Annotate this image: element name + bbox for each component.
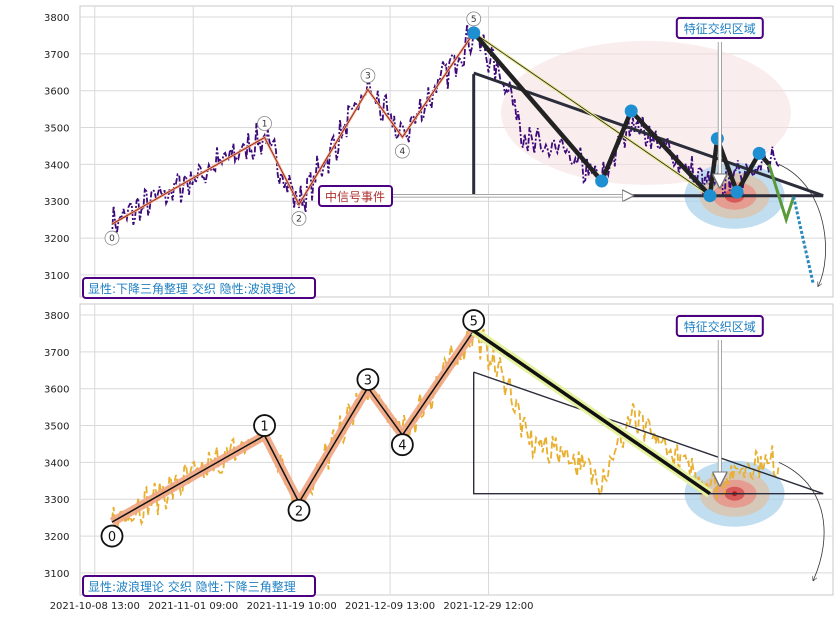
feature-label: 特征交织区域	[684, 319, 756, 334]
y-tick-label: 3500	[44, 124, 69, 135]
forecast-line	[767, 163, 796, 225]
pivot-marker	[753, 147, 766, 160]
wave-point-circle	[257, 116, 272, 131]
wave-point-circle	[394, 143, 410, 159]
wave-point-circle	[390, 433, 414, 457]
wave-point-label: 3	[364, 374, 372, 389]
diagonal-line	[473, 32, 711, 197]
y-tick-label: 3200	[44, 532, 69, 543]
x-tick-label: 2021-10-08 13:00	[50, 601, 140, 612]
x-tick-label: 2021-12-09 13:00	[345, 601, 435, 612]
wave-point-label: 3	[365, 72, 371, 82]
y-tick-label: 3600	[44, 87, 69, 98]
triangle-upper-line	[473, 71, 824, 198]
wave-point-label: 4	[398, 439, 406, 454]
wave-point-circle	[356, 368, 380, 391]
wave-point-label: 4	[399, 147, 405, 157]
zigzag-line	[471, 31, 771, 201]
y-tick-label: 3700	[44, 50, 69, 61]
wave-point-label: 5	[470, 315, 478, 330]
wave-point-label: 0	[108, 530, 116, 545]
wave-point-circle	[466, 11, 482, 27]
wave-point-label: 0	[109, 234, 115, 244]
wave-point-label: 5	[471, 15, 477, 25]
projection-arrow	[778, 462, 825, 580]
y-tick-label: 3300	[44, 495, 69, 506]
price-series-line	[111, 24, 780, 238]
feature-label-box	[675, 17, 764, 39]
wave-point-circle	[104, 230, 120, 246]
panel-1: 3100 3200 3300 3400 3500 3600 3700 3800 0 1 2 3 4 5 特征…	[44, 5, 834, 299]
pivot-marker	[467, 26, 481, 40]
y-tick-label: 3800	[44, 311, 69, 322]
y-tick-label: 3500	[44, 422, 69, 433]
diagonal-line	[472, 329, 711, 496]
wave-line	[111, 330, 475, 523]
pivot-marker	[703, 189, 717, 203]
wave-point-label: 1	[262, 120, 268, 130]
legend-text: 显性:下降三角整理 交织 隐性:波浪理论	[88, 281, 296, 296]
legend-text: 显性:波浪理论 交织 隐性:下降三角整理	[88, 579, 296, 594]
wave-point-circle	[291, 211, 307, 226]
panel-2: 3100 3200 3300 3400 3500 3600 3700 3800 0 1 2 3 4 5 特征…	[44, 303, 834, 597]
projection-arrow	[778, 164, 826, 286]
y-tick-label: 3200	[44, 234, 69, 245]
y-tick-label: 3100	[44, 271, 69, 282]
signal-label-box	[318, 185, 393, 207]
y-tick-label: 3700	[44, 348, 69, 359]
signal-label: 中信号事件	[325, 189, 385, 204]
pivot-marker	[710, 132, 724, 146]
pivot-marker	[730, 185, 744, 199]
wave-point-label: 2	[296, 215, 302, 225]
x-tick-label: 2021-12-29 12:00	[443, 601, 533, 612]
y-tick-label: 3300	[44, 197, 69, 208]
wave-point-circle	[360, 68, 376, 84]
wave-point-label: 2	[295, 504, 303, 519]
x-tick-label: 2021-11-19 10:00	[247, 601, 337, 612]
price-series-line	[111, 324, 780, 536]
y-tick-label: 3800	[44, 13, 69, 24]
pivot-marker	[595, 174, 609, 188]
wave-point-circle	[100, 524, 124, 548]
wave-line	[111, 32, 475, 225]
wave-point-circle	[462, 309, 486, 332]
legend-box	[82, 277, 316, 299]
x-tick-label: 2021-11-01 09:00	[148, 601, 238, 612]
wave-point-label: 1	[260, 420, 268, 435]
y-tick-label: 3400	[44, 160, 69, 171]
triangle-upper-line	[473, 371, 824, 495]
pivot-marker	[624, 104, 638, 118]
feature-label: 特征交织区域	[684, 21, 756, 36]
legend-box	[82, 575, 316, 597]
y-tick-label: 3600	[44, 385, 69, 396]
feature-label-box	[675, 315, 764, 337]
y-tick-label: 3100	[44, 569, 69, 580]
y-tick-label: 3400	[44, 458, 69, 469]
wave-point-circle	[253, 414, 276, 437]
wave-point-circle	[287, 498, 311, 522]
